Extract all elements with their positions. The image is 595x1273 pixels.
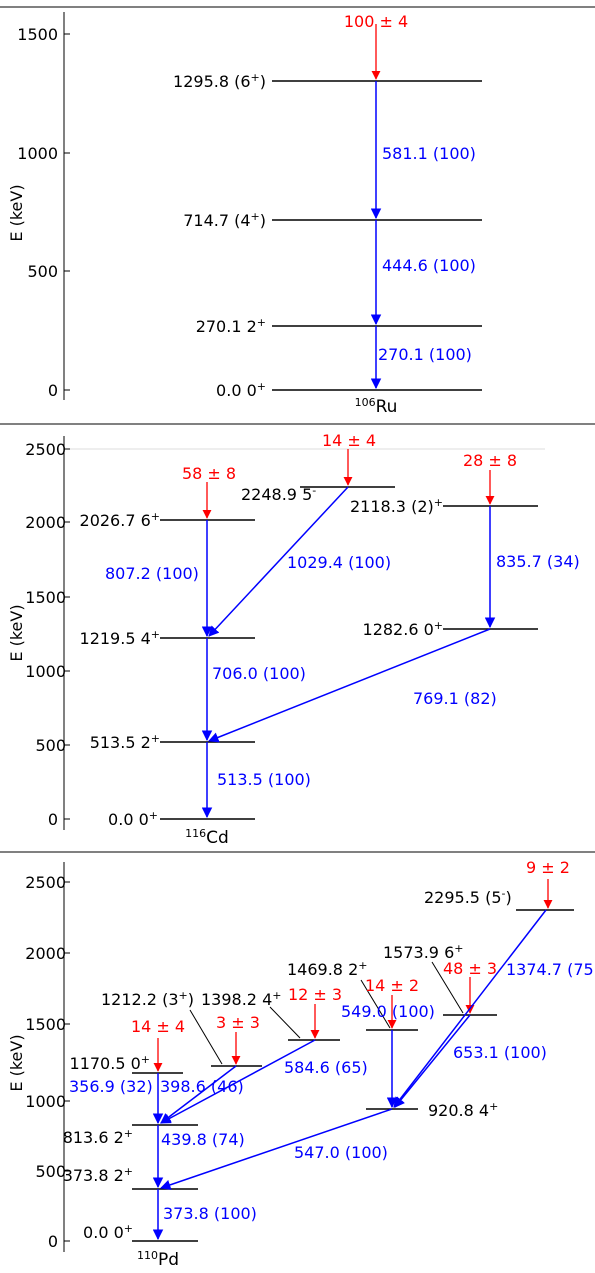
y-tick-label: 500 <box>35 736 66 755</box>
transition-arrow <box>394 1014 471 1108</box>
y-ticks: 1500 1000 500 0 <box>17 25 70 400</box>
y-tick-label: 0 <box>48 381 58 400</box>
leader-line <box>269 1006 301 1039</box>
level-label: 1469.8 2+ <box>287 959 367 979</box>
level-label: 714.7 (4+) <box>183 210 266 230</box>
feeding-label: 14 ± 2 <box>365 976 419 995</box>
nucleus-label: 110Pd <box>137 1249 179 1270</box>
y-tick-label: 0 <box>48 810 58 829</box>
level-label: 1170.5 0+ <box>70 1053 150 1073</box>
level-label: 813.6 2+ <box>63 1127 133 1147</box>
transition-label: 439.8 (74) <box>161 1130 245 1149</box>
y-tick-label: 1500 <box>25 588 66 607</box>
transition-label: 769.1 (82) <box>413 689 497 708</box>
level-label: 513.5 2+ <box>90 732 160 752</box>
level-label: 1573.9 6+ <box>383 942 463 962</box>
y-tick-label: 1000 <box>25 1092 66 1111</box>
feeding-label: 14 ± 4 <box>131 1017 185 1036</box>
y-tick-label: 1500 <box>17 25 58 44</box>
transition-label: 547.0 (100) <box>294 1143 388 1162</box>
y-tick-label: 0 <box>48 1232 58 1251</box>
nucleus-label: 116Cd <box>185 827 229 848</box>
level-label: 270.1 2+ <box>196 316 266 336</box>
level-label: 2248.9 5- <box>241 484 316 504</box>
level-label: 2295.5 (5-) <box>424 887 512 907</box>
level-label: 0.0 0+ <box>83 1222 133 1242</box>
transition-label: 356.9 (32) <box>69 1077 153 1096</box>
transition-label: 807.2 (100) <box>105 564 199 583</box>
y-tick-label: 1000 <box>25 662 66 681</box>
y-tick-label: 2500 <box>25 440 66 459</box>
panel-pd110: 2500 2000 1500 1000 500 0 E (keV) 2295.5… <box>7 858 594 1270</box>
level-label: 373.8 2+ <box>63 1165 133 1185</box>
leader-line <box>189 1009 223 1065</box>
level-label: 0.0 0+ <box>216 380 266 400</box>
transition-arrow <box>160 1108 393 1190</box>
transition-arrow <box>160 1039 316 1124</box>
y-ticks: 2500 2000 1500 1000 500 0 <box>25 873 70 1251</box>
transition-label: 513.5 (100) <box>217 770 311 789</box>
leader-line <box>360 979 391 1029</box>
level-label: 1398.2 4+ <box>201 989 281 1009</box>
transition-arrow <box>393 909 547 1108</box>
nucleus-label: 106Ru <box>355 396 398 417</box>
y-tick-label: 1000 <box>17 144 58 163</box>
transition-label: 653.1 (100) <box>453 1043 547 1062</box>
transition-arrow <box>160 1065 237 1124</box>
transition-arrow <box>208 628 491 743</box>
level-label: 2118.3 (2)+ <box>350 496 443 516</box>
transition-label: 1029.4 (100) <box>287 553 391 572</box>
y-axis-label: E (keV) <box>7 1034 26 1091</box>
y-tick-label: 500 <box>35 1162 66 1181</box>
transition-label: 706.0 (100) <box>212 664 306 683</box>
y-ticks: 2500 2000 1500 1000 500 0 <box>25 440 70 829</box>
feeding-label: 58 ± 8 <box>182 464 236 483</box>
transition-label: 373.8 (100) <box>163 1204 257 1223</box>
feeding-label: 14 ± 4 <box>322 431 376 450</box>
transition-label: 549.0 (100) <box>341 1002 435 1021</box>
leader-line <box>431 961 464 1014</box>
transition-label: 398.6 (46) <box>160 1077 244 1096</box>
level-label: 0.0 0+ <box>108 809 158 829</box>
transition-label: 444.6 (100) <box>382 256 476 275</box>
y-tick-label: 2500 <box>25 873 66 892</box>
transition-arrow <box>208 486 349 637</box>
feeding-label: 28 ± 8 <box>463 451 517 470</box>
y-axis-label: E (keV) <box>7 604 26 661</box>
y-tick-label: 1500 <box>25 1015 66 1034</box>
level-label: 2026.7 6+ <box>80 510 160 530</box>
y-tick-label: 2000 <box>25 513 66 532</box>
level-label: 1212.2 (3+) <box>101 989 194 1009</box>
level-label: 1295.8 (6+) <box>173 71 266 91</box>
feeding-label: 12 ± 3 <box>288 985 342 1004</box>
panel-cd116: 2500 2000 1500 1000 500 0 E (keV) 2026.7… <box>7 431 580 848</box>
feeding-label: 9 ± 2 <box>526 858 570 877</box>
feeding-label: 48 ± 3 <box>443 959 497 978</box>
level-label: 920.8 4+ <box>428 1100 498 1120</box>
feeding-label: 100 ± 4 <box>344 12 408 31</box>
y-axis-label: E (keV) <box>7 184 26 241</box>
y-tick-label: 2000 <box>25 944 66 963</box>
y-tick-label: 500 <box>27 262 58 281</box>
transition-label: 835.7 (34) <box>496 552 580 571</box>
level-label: 1282.6 0+ <box>363 619 443 639</box>
transition-label: 584.6 (65) <box>284 1058 368 1077</box>
feeding-label: 3 ± 3 <box>216 1013 260 1032</box>
panel-ru106: 1500 1000 500 0 E (keV) 1295.8 (6+) 714.… <box>7 12 482 417</box>
transition-label: 581.1 (100) <box>382 144 476 163</box>
transition-label: 270.1 (100) <box>378 345 472 364</box>
level-label: 1219.5 4+ <box>80 628 160 648</box>
transition-label: 1374.7 (75 <box>506 960 594 979</box>
